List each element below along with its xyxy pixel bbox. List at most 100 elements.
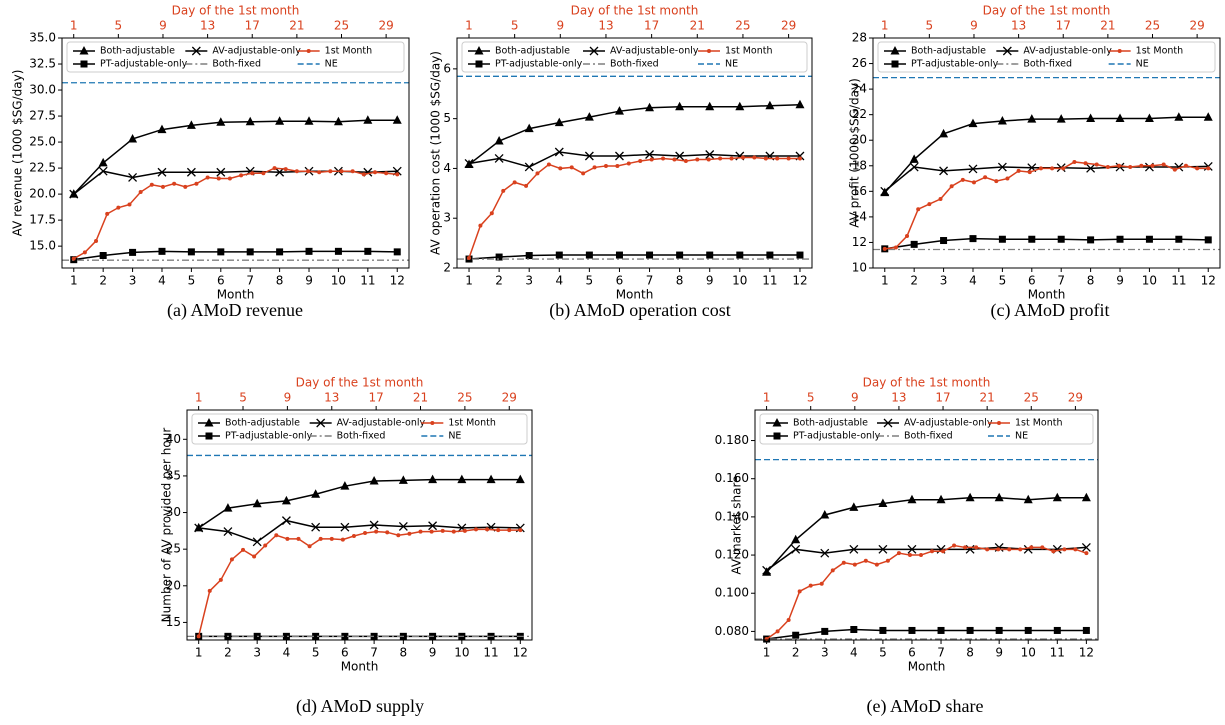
x2-tick-label: 5 [511, 19, 519, 33]
x2-axis-label: Day of the 1st month [296, 376, 424, 390]
marker [1145, 235, 1153, 243]
y-tick-label: 5 [443, 111, 451, 125]
marker [1072, 159, 1077, 164]
x2-tick-label: 9 [556, 19, 564, 33]
marker [1007, 547, 1012, 552]
marker [94, 238, 99, 243]
marker [207, 588, 212, 593]
marker [1027, 114, 1037, 123]
marker [98, 166, 108, 176]
marker [160, 184, 165, 189]
marker [440, 528, 445, 533]
marker [507, 528, 512, 533]
marker [105, 211, 110, 216]
marker [683, 158, 688, 163]
marker [819, 581, 824, 586]
x-tick-label: 5 [879, 646, 887, 660]
plot-frame [186, 409, 533, 641]
marker [217, 248, 225, 256]
x-tick-label: 10 [331, 274, 346, 288]
marker [158, 247, 166, 255]
x2-tick-label: 21 [289, 19, 304, 33]
marker [850, 626, 858, 634]
legend-label: Both-fixed [610, 59, 659, 70]
marker [736, 251, 744, 259]
legend-label: Both-adjustable [100, 46, 175, 57]
marker [428, 521, 438, 531]
y-tick-label: 0.080 [715, 624, 749, 638]
x-axis-label: Month [1028, 288, 1066, 302]
marker [645, 150, 655, 159]
marker [706, 157, 711, 162]
marker [1040, 545, 1045, 550]
marker [1144, 113, 1154, 122]
x-tick-label: 9 [706, 274, 714, 288]
marker [1203, 112, 1213, 121]
series-line [468, 254, 800, 260]
marker [1195, 166, 1200, 171]
marker [695, 157, 700, 162]
marker [1057, 235, 1065, 243]
x2-tick-label: 1 [763, 391, 771, 405]
legend-label: AV-adjustable-only [610, 46, 699, 57]
marker [1086, 113, 1096, 122]
marker [546, 162, 551, 167]
marker [938, 197, 943, 201]
marker [138, 190, 143, 195]
y-tick-label: 17.5 [29, 213, 56, 227]
x2-tick-label: 25 [457, 391, 472, 405]
marker [940, 237, 948, 245]
marker [194, 523, 204, 533]
marker [1052, 492, 1062, 502]
marker [585, 251, 593, 259]
marker [457, 474, 467, 484]
x-tick-label: 12 [1201, 274, 1216, 288]
marker [735, 101, 745, 111]
marker [971, 180, 976, 185]
x2-tick-label: 17 [368, 391, 383, 405]
y-tick-label: 25.0 [29, 135, 56, 149]
marker [705, 101, 715, 111]
marker [466, 256, 471, 261]
legend-label: Both-fixed [904, 431, 953, 442]
marker [474, 46, 484, 55]
x2-tick-label: 21 [413, 391, 428, 405]
marker [1083, 161, 1088, 166]
marker [205, 432, 213, 440]
marker [880, 186, 890, 196]
x2-tick-label: 25 [735, 19, 750, 33]
marker [187, 248, 195, 256]
x2-tick-label: 1 [195, 391, 203, 405]
marker [1038, 166, 1043, 171]
marker [885, 558, 890, 563]
marker [393, 248, 401, 256]
marker [515, 474, 525, 484]
marker [1117, 49, 1122, 53]
marker [227, 176, 232, 181]
legend-box [461, 41, 808, 73]
legend-label: NE [725, 59, 738, 70]
marker [996, 547, 1001, 552]
marker [890, 46, 900, 55]
marker [430, 421, 435, 425]
marker [661, 156, 666, 161]
x-tick-label: 9 [305, 274, 313, 288]
marker [998, 235, 1006, 243]
y-tick-label: 0.100 [715, 586, 749, 600]
marker [1206, 166, 1211, 171]
marker [263, 543, 268, 548]
marker [773, 432, 781, 440]
marker [878, 544, 888, 554]
x-tick-label: 4 [283, 646, 291, 660]
y-tick-label: 0.140 [715, 509, 749, 523]
x-tick-label: 2 [792, 646, 800, 660]
marker [128, 172, 138, 182]
marker [1073, 547, 1078, 552]
marker [128, 133, 138, 143]
y-tick-label: 32.5 [29, 57, 56, 71]
marker [1183, 163, 1188, 168]
marker [676, 251, 684, 259]
y-tick-label: 14 [852, 209, 867, 223]
x2-tick-label: 5 [115, 19, 123, 33]
